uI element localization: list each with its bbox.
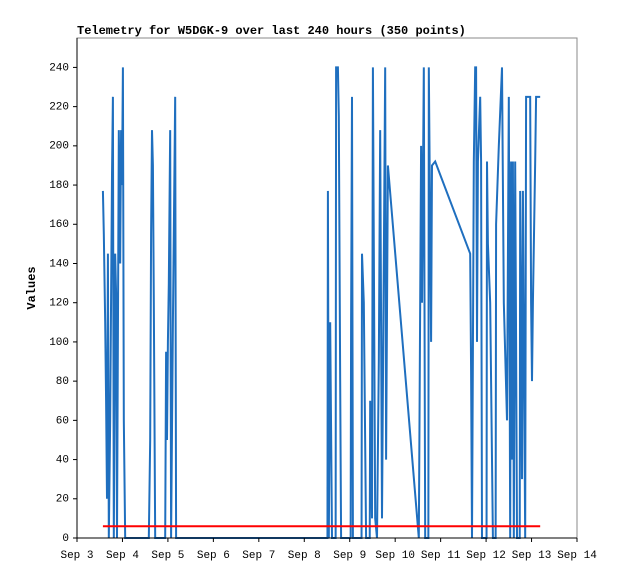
x-tick-label: Sep 11 (421, 550, 461, 562)
y-tick-label: 20 (56, 494, 69, 506)
y-tick-label: 220 (49, 102, 69, 114)
y-tick-label: 80 (56, 376, 69, 388)
x-tick-label: Sep 8 (288, 550, 321, 562)
y-tick-label: 60 (56, 415, 69, 427)
x-tick-label: Sep 4 (106, 550, 139, 562)
y-tick-label: 120 (49, 298, 69, 310)
x-tick-label: Sep 12 (466, 550, 506, 562)
x-tick-label: Sep 13 (512, 550, 552, 562)
y-tick-label: 100 (49, 337, 69, 349)
y-tick-label: 140 (49, 258, 69, 270)
y-tick-label: 240 (49, 62, 69, 74)
y-tick-label: 160 (49, 219, 69, 231)
x-tick-label: Sep 7 (242, 550, 275, 562)
x-tick-label: Sep 9 (333, 550, 366, 562)
data-line (101, 66, 541, 539)
x-tick-label: Sep 14 (557, 550, 597, 562)
x-tick-label: Sep 6 (197, 550, 230, 562)
y-tick-label: 0 (62, 533, 69, 545)
y-tick-label: 40 (56, 454, 69, 466)
x-tick-label: Sep 10 (375, 550, 415, 562)
x-tick-label: Sep 5 (151, 550, 184, 562)
y-tick-label: 200 (49, 141, 69, 153)
x-tick-label: Sep 3 (60, 550, 93, 562)
y-tick-label: 180 (49, 180, 69, 192)
y-axis-label: Values (25, 266, 39, 309)
chart-title: Telemetry for W5DGK-9 over last 240 hour… (77, 24, 466, 38)
